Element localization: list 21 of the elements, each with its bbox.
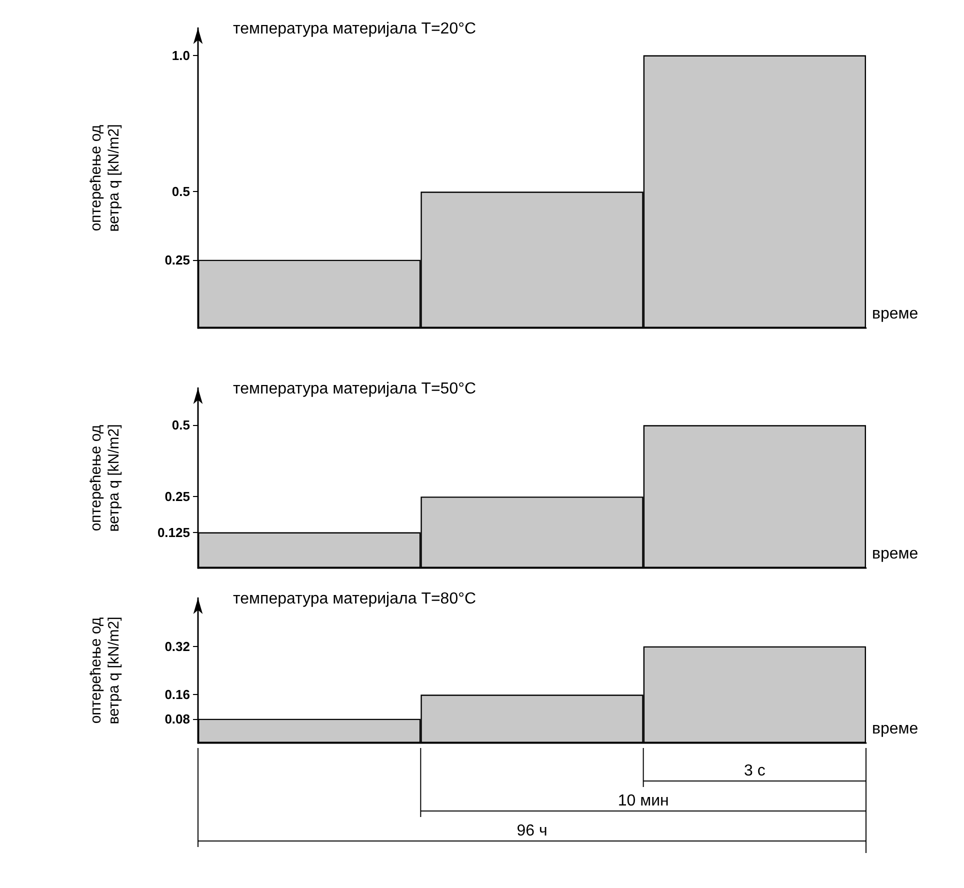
text: 3 с: [744, 762, 766, 780]
x-axis-title: време: [872, 306, 918, 322]
y-tick-label: 0.5: [172, 418, 190, 433]
y-tick-label: 0.125: [157, 524, 190, 540]
y-tick-label: 0.16: [164, 687, 190, 702]
y-axis-title: оптерећење од ветра q [kN/m2]: [88, 424, 122, 532]
y-tick-label: 0.5: [172, 184, 190, 200]
y-axis-title: оптерећење од ветра q [kN/m2]: [88, 616, 122, 724]
x-axis-title: време: [872, 720, 918, 738]
text: 96 ч: [516, 822, 548, 840]
y-tick-label: 0.25: [164, 489, 190, 504]
y-axis-title: оптерећење од ветра q [kN/m2]: [88, 124, 122, 232]
y-tick-label: 0.25: [164, 252, 190, 268]
chart-title: температура материјала T=80°C: [233, 590, 476, 608]
x-axis-title: време: [872, 546, 918, 562]
text: 10 мин: [618, 792, 669, 810]
y-tick-label: 0.32: [164, 638, 190, 654]
chart-title: температура материјала T=20°C: [233, 20, 476, 38]
y-tick-label: 0.08: [164, 711, 190, 726]
y-tick-label: 1.0: [172, 48, 190, 63]
chart-title: температура материјала T=50°C: [233, 380, 476, 398]
